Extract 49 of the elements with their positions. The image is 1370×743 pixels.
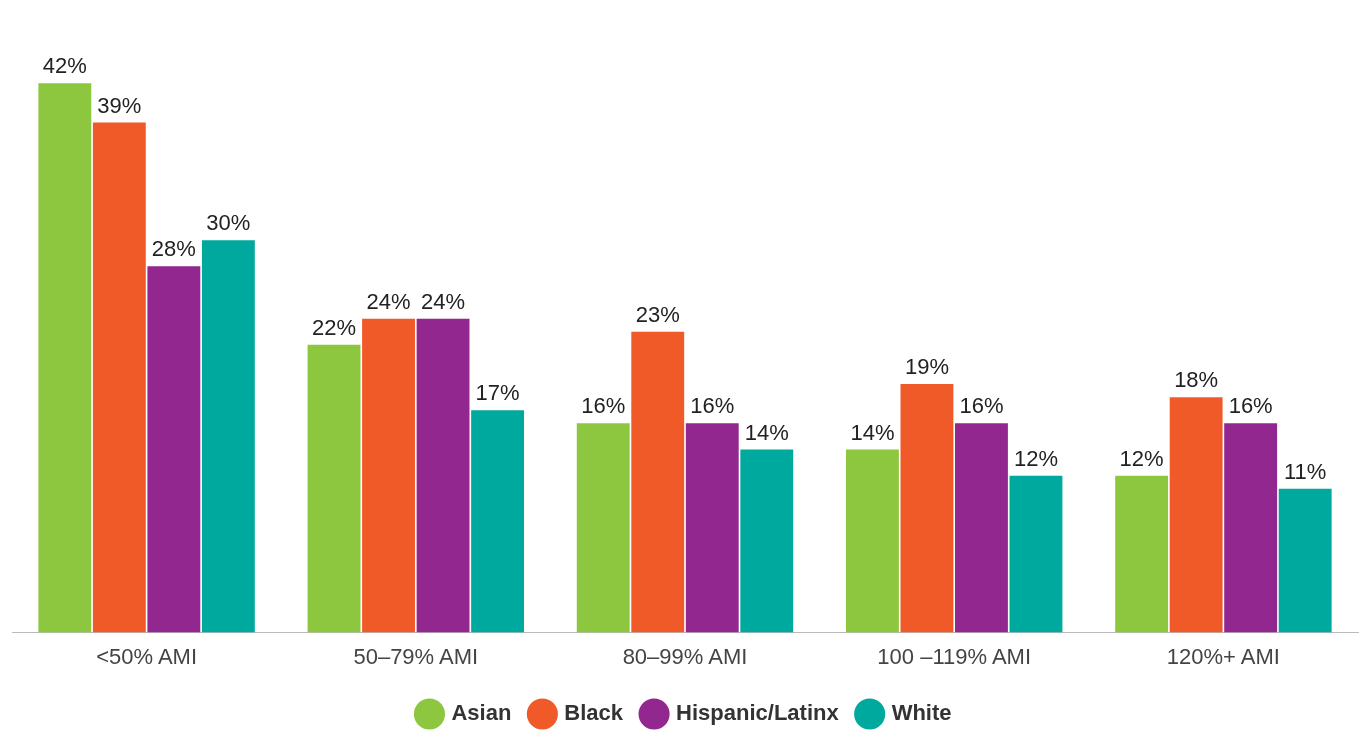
bar [1169,397,1223,633]
data-label: 14% [744,419,789,445]
bar [1115,475,1169,633]
data-label: 39% [97,92,142,118]
bar [201,240,255,633]
bar [147,266,201,633]
bar [631,331,685,633]
bar [845,449,899,633]
bar [416,318,470,633]
data-label: 16% [959,393,1004,419]
x-tick-label: 100 –119% AMI [877,643,1032,669]
bar [1224,423,1278,633]
data-label: 42% [42,53,87,79]
bar [307,344,361,633]
data-label: 16% [690,393,735,419]
legend-label: Black [564,700,624,726]
legend-label: Hispanic/Latinx [676,700,840,726]
data-label: 28% [151,236,196,262]
bar [38,83,92,633]
bar [1009,475,1063,633]
data-label: 14% [850,419,895,445]
data-label: 12% [1013,445,1058,471]
data-label: 19% [904,354,949,380]
bar [92,122,146,633]
x-tick-label: <50% AMI [96,643,198,669]
legend-label: White [891,700,952,726]
bar [900,384,954,633]
bar [1278,488,1332,633]
data-label: 24% [421,288,466,314]
x-tick-label: 120%+ AMI [1166,643,1280,669]
bar [955,423,1008,633]
data-label: 30% [206,210,251,236]
data-label: 17% [475,380,520,406]
legend-label: Asian [451,700,512,726]
bar [471,410,525,633]
data-label: 16% [581,393,626,419]
data-label: 23% [635,301,680,327]
data-label: 22% [312,314,357,340]
bar [576,423,630,633]
bar [685,423,739,633]
data-label: 12% [1119,445,1164,471]
data-label: 11% [1283,458,1327,484]
x-tick-label: 50–79% AMI [353,643,479,669]
data-label: 24% [366,288,411,314]
data-label: 16% [1228,393,1273,419]
data-label: 18% [1174,367,1219,393]
bar [740,449,794,633]
bar [362,318,415,633]
x-tick-label: 80–99% AMI [622,643,748,669]
